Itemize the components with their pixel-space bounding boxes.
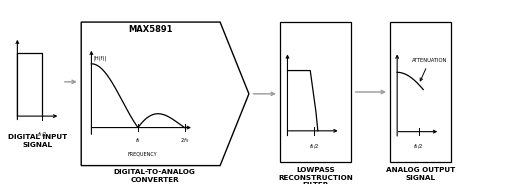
Text: MAX5891: MAX5891 [128, 25, 173, 34]
Text: DIGITAL INPUT
SIGNAL: DIGITAL INPUT SIGNAL [8, 134, 68, 148]
Text: ANALOG OUTPUT
SIGNAL: ANALOG OUTPUT SIGNAL [386, 167, 455, 181]
Text: DIGITAL-TO-ANALOG
CONVERTER: DIGITAL-TO-ANALOG CONVERTER [114, 169, 195, 183]
Text: LOWPASS
RECONSTRUCTION
FILTER: LOWPASS RECONSTRUCTION FILTER [278, 167, 353, 184]
Bar [390, 22, 451, 162]
Bar [280, 22, 351, 162]
